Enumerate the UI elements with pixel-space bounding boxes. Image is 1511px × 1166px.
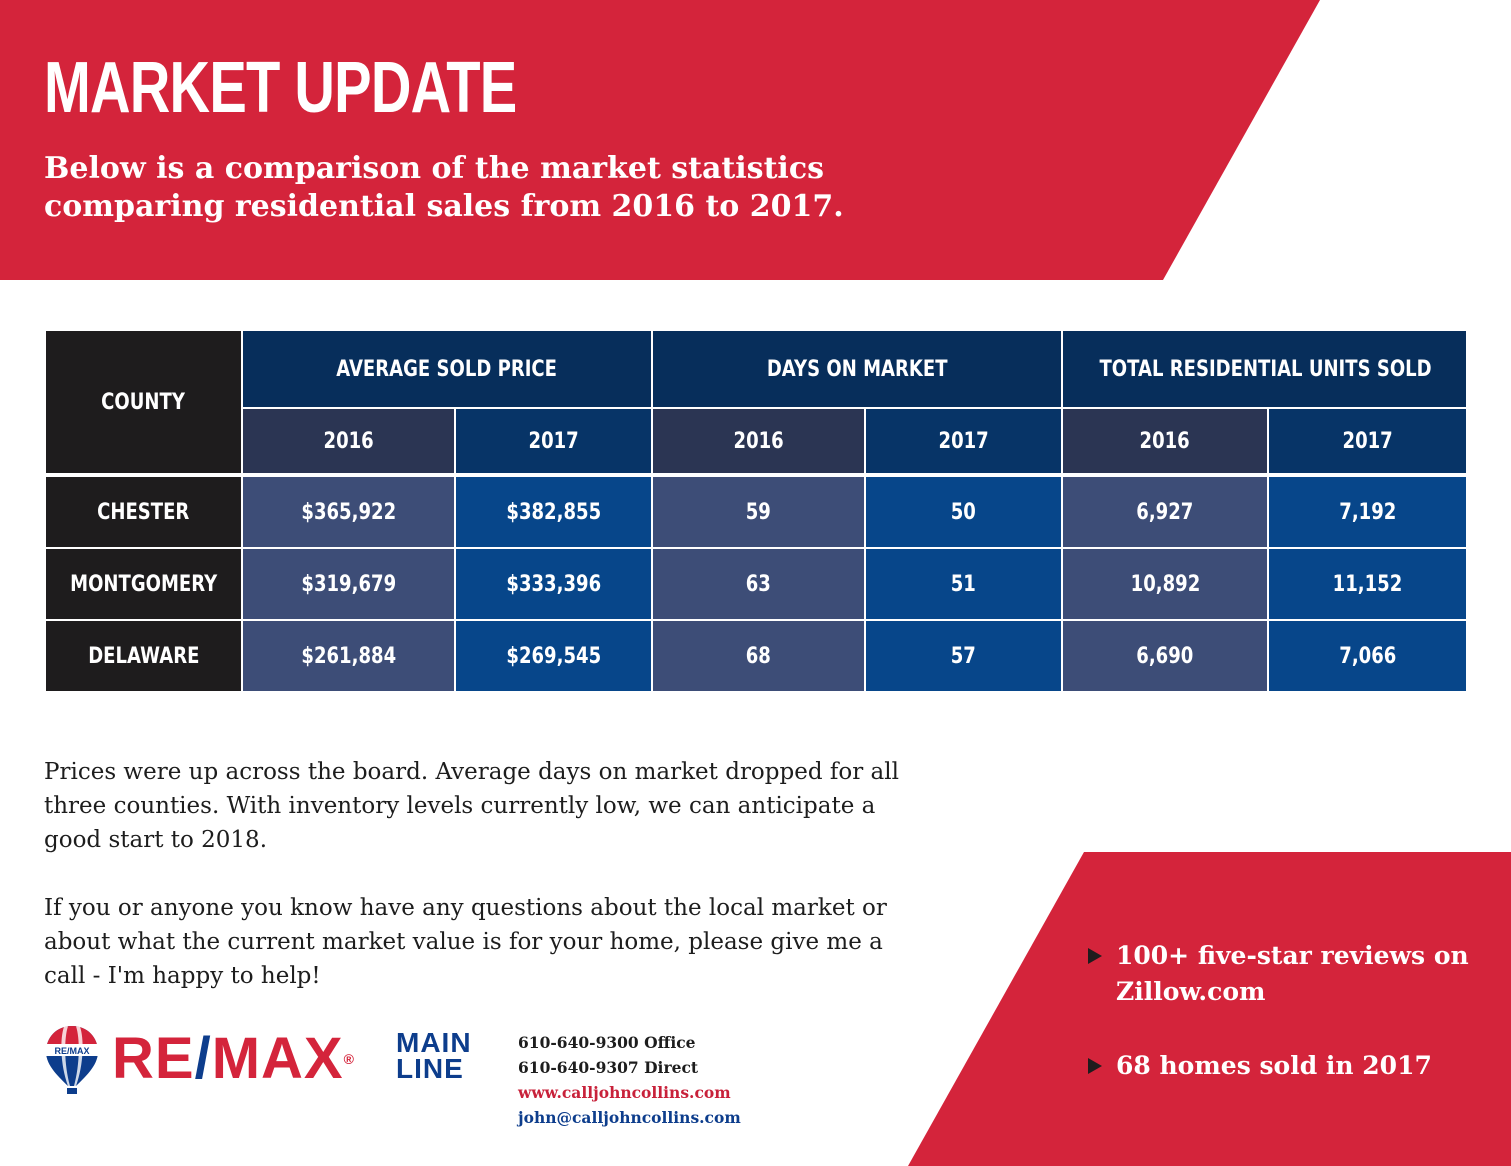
table-cell: 68: [653, 621, 864, 691]
year-header-2017: 2017: [866, 409, 1061, 473]
remax-slash: /: [194, 1026, 212, 1091]
table-cell: 6,927: [1063, 477, 1267, 547]
county-name: DELAWARE: [46, 621, 241, 691]
year-header-2016: 2016: [653, 409, 864, 473]
line-text: LINE: [396, 1053, 464, 1084]
units-sold-header: TOTAL RESIDENTIAL UNITS SOLD: [1063, 331, 1467, 407]
remax-wordmark: RE/MAX®: [112, 1028, 355, 1090]
bullet-item: 68 homes sold in 2017: [1086, 1048, 1506, 1084]
page-title: MARKET UPDATE: [44, 48, 517, 128]
email-link[interactable]: john@calljohncollins.com: [518, 1108, 741, 1127]
body-paragraph: Prices were up across the board. Average…: [44, 759, 899, 853]
table-cell: 51: [866, 549, 1061, 619]
table-cell: 7,192: [1269, 477, 1467, 547]
table-cell: $261,884: [243, 621, 454, 691]
year-header-2017: 2017: [456, 409, 651, 473]
table-cell: 10,892: [1063, 549, 1267, 619]
remax-balloon-icon: RE/MAX: [46, 1026, 98, 1094]
balloon-text: RE/MAX: [54, 1046, 89, 1056]
subtitle-line: comparing residential sales from 2016 to…: [44, 189, 844, 224]
registered-mark: ®: [343, 1051, 355, 1067]
office-phone[interactable]: 610-640-9300 Office: [518, 1033, 696, 1052]
avg-sold-price-header: AVERAGE SOLD PRICE: [243, 331, 651, 407]
page-subtitle: Below is a comparison of the market stat…: [44, 150, 1044, 226]
table-cell: 57: [866, 621, 1061, 691]
year-header-2017: 2017: [1269, 409, 1467, 473]
county-name: MONTGOMERY: [46, 549, 241, 619]
table-cell: 11,152: [1269, 549, 1467, 619]
table-row: DELAWARE $261,884 $269,545 68 57 6,690 7…: [46, 621, 1467, 691]
table-cell: $382,855: [456, 477, 651, 547]
bullet-item: 100+ five-star reviews on Zillow.com: [1086, 938, 1506, 1010]
year-header-2016: 2016: [243, 409, 454, 473]
website-link[interactable]: www.calljohncollins.com: [518, 1083, 731, 1102]
table-row: MONTGOMERY $319,679 $333,396 63 51 10,89…: [46, 549, 1467, 619]
table-cell: $365,922: [243, 477, 454, 547]
table-cell: $319,679: [243, 549, 454, 619]
main-text: MAIN: [396, 1027, 472, 1058]
contact-block: 610-640-9300 Office 610-640-9307 Direct …: [518, 1030, 878, 1130]
remax-main-line-logo: RE/MAX RE/MAX® MAIN LINE: [44, 1024, 504, 1104]
callout-bullets: 100+ five-star reviews on Zillow.com 68 …: [1086, 938, 1506, 1122]
table-cell: 63: [653, 549, 864, 619]
county-header: COUNTY: [46, 331, 241, 473]
table-cell: 59: [653, 477, 864, 547]
direct-phone[interactable]: 610-640-9307 Direct: [518, 1058, 699, 1077]
remax-max: MAX: [211, 1026, 344, 1091]
days-on-market-header: DAYS ON MARKET: [653, 331, 1061, 407]
table-cell: 7,066: [1269, 621, 1467, 691]
remax-re: RE: [112, 1026, 195, 1091]
main-line-text: MAIN LINE: [396, 1027, 472, 1084]
triangle-bullet-icon: [1088, 1058, 1102, 1074]
body-paragraph: If you or anyone you know have any quest…: [44, 895, 887, 989]
triangle-bullet-icon: [1088, 948, 1102, 964]
table-cell: 6,690: [1063, 621, 1267, 691]
year-header-2016: 2016: [1063, 409, 1267, 473]
body-copy: Prices were up across the board. Average…: [44, 755, 904, 1027]
county-name: CHESTER: [46, 477, 241, 547]
header-banner: [0, 0, 1320, 280]
table-cell: 50: [866, 477, 1061, 547]
subtitle-line: Below is a comparison of the market stat…: [44, 151, 824, 186]
table-cell: $333,396: [456, 549, 651, 619]
table-row: CHESTER $365,922 $382,855 59 50 6,927 7,…: [46, 477, 1467, 547]
market-stats-table: COUNTY AVERAGE SOLD PRICE DAYS ON MARKET…: [44, 329, 1468, 693]
callout-panel: [908, 852, 1511, 1166]
table-cell: $269,545: [456, 621, 651, 691]
